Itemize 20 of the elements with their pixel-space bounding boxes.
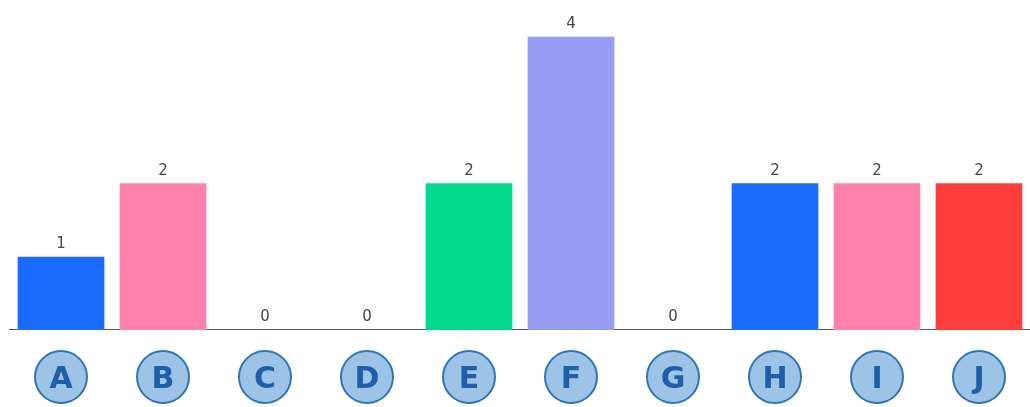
- data-label: 2: [770, 160, 780, 179]
- circle-badge: I: [850, 350, 904, 404]
- circle-badge: H: [748, 350, 802, 404]
- circle-badge: J: [952, 350, 1006, 404]
- data-label: 2: [872, 160, 882, 179]
- data-label: 0: [668, 307, 678, 326]
- data-label: 0: [362, 307, 372, 326]
- data-label: 4: [566, 14, 576, 33]
- data-label: 0: [260, 307, 270, 326]
- circle-badge: G: [646, 350, 700, 404]
- data-label: 2: [464, 160, 474, 179]
- circle-badge: F: [544, 350, 598, 404]
- circle-badge: A: [34, 350, 88, 404]
- circle-badge: E: [442, 350, 496, 404]
- data-label: 2: [974, 160, 984, 179]
- circle-badge: C: [238, 350, 292, 404]
- circle-badge: D: [340, 350, 394, 404]
- data-label: 2: [158, 160, 168, 179]
- circle-badge: B: [136, 350, 190, 404]
- data-label: 1: [56, 234, 66, 253]
